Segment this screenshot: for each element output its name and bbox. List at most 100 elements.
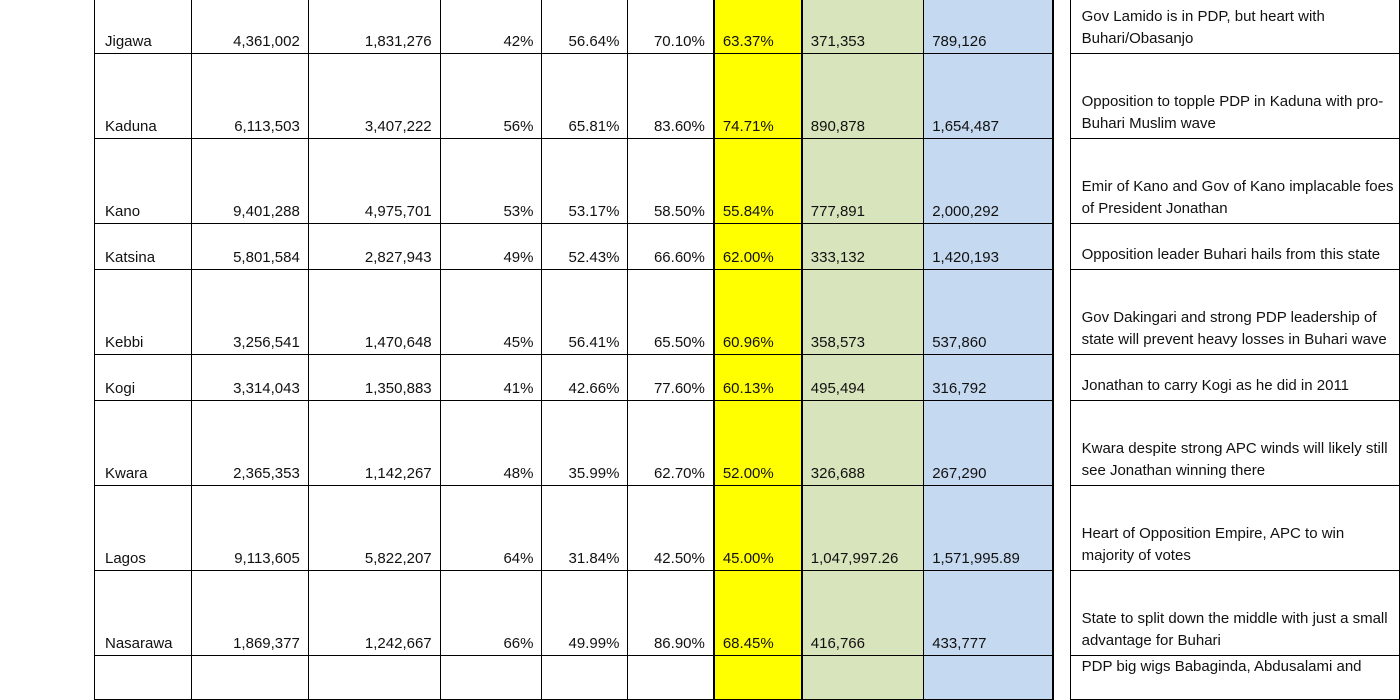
average-percent-cell: 55.84% bbox=[712, 138, 803, 224]
population-cell: 9,113,605 bbox=[190, 485, 309, 571]
registered-voters-cell: 2,827,943 bbox=[307, 223, 441, 270]
percent-a-cell bbox=[541, 655, 629, 700]
percent-b-cell: 83.60% bbox=[627, 53, 715, 139]
registered-voters-cell bbox=[307, 655, 441, 700]
spacer-cell bbox=[1052, 0, 1071, 54]
pdp-votes-cell: 333,132 bbox=[801, 223, 925, 270]
comment-cell: State to split down the middle with just… bbox=[1069, 570, 1400, 656]
apc-votes-cell: 1,571,995.89 bbox=[923, 485, 1054, 571]
spacer-cell bbox=[1052, 223, 1071, 270]
population-cell bbox=[190, 655, 309, 700]
percent-a-cell: 31.84% bbox=[541, 485, 629, 571]
percent-a-cell: 53.17% bbox=[541, 138, 629, 224]
registration-percent-cell: 42% bbox=[439, 0, 543, 54]
population-cell: 3,314,043 bbox=[190, 354, 309, 401]
state-cell bbox=[94, 655, 192, 700]
comment-cell: Jonathan to carry Kogi as he did in 2011 bbox=[1069, 354, 1400, 401]
registered-voters-cell: 1,470,648 bbox=[307, 269, 441, 355]
pdp-votes-cell: 358,573 bbox=[801, 269, 925, 355]
table-row: Kwara 2,365,353 1,142,267 48% 35.99% 62.70% 52… bbox=[94, 400, 1400, 486]
table-row: Jigawa 4,361,002 1,831,276 42% 56.64% 70.10% 6… bbox=[94, 0, 1400, 54]
spacer-cell bbox=[1052, 138, 1071, 224]
spacer-cell bbox=[1052, 354, 1071, 401]
apc-votes-cell: 316,792 bbox=[923, 354, 1054, 401]
state-cell: Kebbi bbox=[94, 269, 192, 355]
state-cell: Kaduna bbox=[94, 53, 192, 139]
average-percent-cell: 62.00% bbox=[712, 223, 803, 270]
percent-a-cell: 42.66% bbox=[541, 354, 629, 401]
percent-a-cell: 56.64% bbox=[541, 0, 629, 54]
comment-cell: Emir of Kano and Gov of Kano implacable … bbox=[1069, 138, 1400, 224]
average-percent-cell bbox=[712, 655, 803, 700]
table-row: Nasarawa 1,869,377 1,242,667 66% 49.99% 86.90… bbox=[94, 570, 1400, 656]
population-cell: 6,113,503 bbox=[190, 53, 309, 139]
registration-percent-cell bbox=[439, 655, 543, 700]
registration-percent-cell: 53% bbox=[439, 138, 543, 224]
state-cell: Kwara bbox=[94, 400, 192, 486]
pdp-votes-cell: 326,688 bbox=[801, 400, 925, 486]
comment-cell: Opposition leader Buhari hails from this… bbox=[1069, 223, 1400, 270]
average-percent-cell: 68.45% bbox=[712, 570, 803, 656]
percent-a-cell: 56.41% bbox=[541, 269, 629, 355]
comment-cell: Gov Lamido is in PDP, but heart with Buh… bbox=[1069, 0, 1400, 54]
table-row: Lagos 9,113,605 5,822,207 64% 31.84% 42.50% 45… bbox=[94, 485, 1400, 571]
percent-b-cell: 70.10% bbox=[627, 0, 715, 54]
registered-voters-cell: 5,822,207 bbox=[307, 485, 441, 571]
comment-cell: PDP big wigs Babaginda, Abdusalami and bbox=[1069, 655, 1400, 700]
registration-percent-cell: 49% bbox=[439, 223, 543, 270]
table-row: PDP big wigs Babaginda, Abdusalami and bbox=[94, 655, 1400, 700]
spacer-cell bbox=[1052, 400, 1071, 486]
spacer-cell bbox=[1052, 53, 1071, 139]
population-cell: 9,401,288 bbox=[190, 138, 309, 224]
registration-percent-cell: 41% bbox=[439, 354, 543, 401]
spacer-cell bbox=[1052, 269, 1071, 355]
percent-b-cell: 86.90% bbox=[627, 570, 715, 656]
comment-cell: Heart of Opposition Empire, APC to win m… bbox=[1069, 485, 1400, 571]
state-cell: Katsina bbox=[94, 223, 192, 270]
percent-b-cell: 58.50% bbox=[627, 138, 715, 224]
pdp-votes-cell: 777,891 bbox=[801, 138, 925, 224]
registration-percent-cell: 56% bbox=[439, 53, 543, 139]
apc-votes-cell bbox=[923, 655, 1054, 700]
apc-votes-cell: 267,290 bbox=[923, 400, 1054, 486]
percent-a-cell: 35.99% bbox=[541, 400, 629, 486]
average-percent-cell: 52.00% bbox=[712, 400, 803, 486]
registration-percent-cell: 48% bbox=[439, 400, 543, 486]
apc-votes-cell: 537,860 bbox=[923, 269, 1054, 355]
pdp-votes-cell: 1,047,997.26 bbox=[801, 485, 925, 571]
comment-cell: Opposition to topple PDP in Kaduna with … bbox=[1069, 53, 1400, 139]
comment-cell: Kwara despite strong APC winds will like… bbox=[1069, 400, 1400, 486]
state-cell: Nasarawa bbox=[94, 570, 192, 656]
percent-b-cell bbox=[627, 655, 715, 700]
registered-voters-cell: 3,407,222 bbox=[307, 53, 441, 139]
table-row: Kogi 3,314,043 1,350,883 41% 42.66% 77.60% 60.… bbox=[94, 354, 1400, 401]
percent-a-cell: 52.43% bbox=[541, 223, 629, 270]
apc-votes-cell: 2,000,292 bbox=[923, 138, 1054, 224]
state-cell: Lagos bbox=[94, 485, 192, 571]
percent-b-cell: 77.60% bbox=[627, 354, 715, 401]
population-cell: 5,801,584 bbox=[190, 223, 309, 270]
pdp-votes-cell: 890,878 bbox=[801, 53, 925, 139]
population-cell: 1,869,377 bbox=[190, 570, 309, 656]
table-row: Katsina 5,801,584 2,827,943 49% 52.43% 66.60%… bbox=[94, 223, 1400, 270]
table-row: Kebbi 3,256,541 1,470,648 45% 56.41% 65.50% 60… bbox=[94, 269, 1400, 355]
spacer-cell bbox=[1052, 485, 1071, 571]
spacer-cell bbox=[1052, 655, 1071, 700]
population-cell: 3,256,541 bbox=[190, 269, 309, 355]
average-percent-cell: 60.13% bbox=[712, 354, 803, 401]
apc-votes-cell: 1,420,193 bbox=[923, 223, 1054, 270]
comment-cell: Gov Dakingari and strong PDP leadership … bbox=[1069, 269, 1400, 355]
percent-b-cell: 62.70% bbox=[627, 400, 715, 486]
pdp-votes-cell: 495,494 bbox=[801, 354, 925, 401]
percent-a-cell: 65.81% bbox=[541, 53, 629, 139]
registered-voters-cell: 1,242,667 bbox=[307, 570, 441, 656]
population-cell: 4,361,002 bbox=[190, 0, 309, 54]
state-cell: Jigawa bbox=[94, 0, 192, 54]
state-cell: Kano bbox=[94, 138, 192, 224]
registration-percent-cell: 66% bbox=[439, 570, 543, 656]
registered-voters-cell: 1,831,276 bbox=[307, 0, 441, 54]
apc-votes-cell: 1,654,487 bbox=[923, 53, 1054, 139]
percent-b-cell: 66.60% bbox=[627, 223, 715, 270]
registration-percent-cell: 45% bbox=[439, 269, 543, 355]
pdp-votes-cell bbox=[801, 655, 925, 700]
